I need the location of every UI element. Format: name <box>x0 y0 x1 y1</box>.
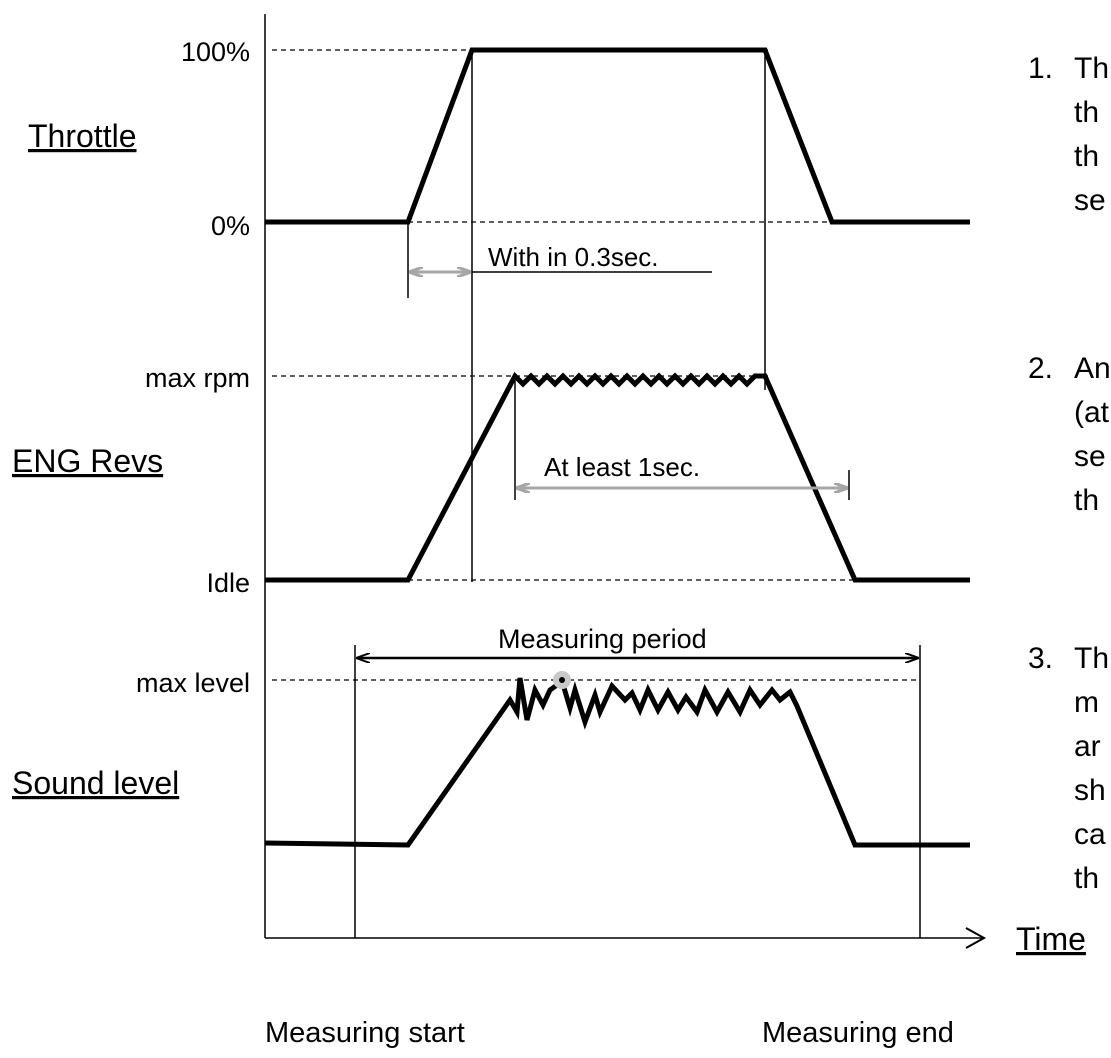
step-number: 3. <box>1028 642 1053 675</box>
step-line: sh <box>1074 774 1106 807</box>
sound-level-trace <box>264 676 970 848</box>
step-line: th <box>1074 862 1099 895</box>
step-line: An <box>1074 352 1111 385</box>
label-idle: Idle <box>206 568 250 598</box>
step-line: m <box>1074 686 1099 719</box>
label-max-rpm: max rpm <box>145 363 250 393</box>
measuring-start-label: Measuring start <box>265 1017 465 1049</box>
annotation-measuring-period: Measuring period <box>498 624 707 654</box>
step-line: ar <box>1074 730 1101 763</box>
step-2: 2. An (at se th <box>1028 352 1111 517</box>
signal-name-eng-revs: ENG Revs <box>12 443 163 479</box>
eng-revs-trace <box>265 371 970 583</box>
step-line: th <box>1074 484 1099 517</box>
step-number: 1. <box>1028 52 1053 85</box>
max-level-point-dot <box>559 677 565 683</box>
throttle-trace <box>265 47 970 225</box>
step-line: se <box>1074 184 1106 217</box>
measuring-end-label: Measuring end <box>762 1017 954 1049</box>
label-100-percent: 100% <box>181 37 250 67</box>
step-1: 1. Th th th se <box>1028 52 1109 217</box>
step-line: th <box>1074 140 1099 173</box>
step-line: th <box>1074 96 1099 129</box>
step-line: Th <box>1074 52 1109 85</box>
annotation-throttle-rise: With in 0.3sec. <box>488 242 659 272</box>
step-3: 3. Th m ar sh ca th <box>1028 642 1109 895</box>
step-line: Th <box>1074 642 1109 675</box>
label-max-level: max level <box>136 668 250 698</box>
signal-name-throttle: Throttle <box>28 118 136 154</box>
step-line: ca <box>1074 818 1106 851</box>
label-0-percent: 0% <box>211 211 250 241</box>
time-axis-arrowhead <box>965 927 987 949</box>
step-number: 2. <box>1028 352 1053 385</box>
step-line: (at <box>1074 396 1110 429</box>
time-axis-label: Time <box>1016 921 1086 957</box>
annotation-max-rpm-hold: At least 1sec. <box>544 452 700 482</box>
step-line: se <box>1074 440 1106 473</box>
signal-name-sound-level: Sound level <box>12 765 179 801</box>
